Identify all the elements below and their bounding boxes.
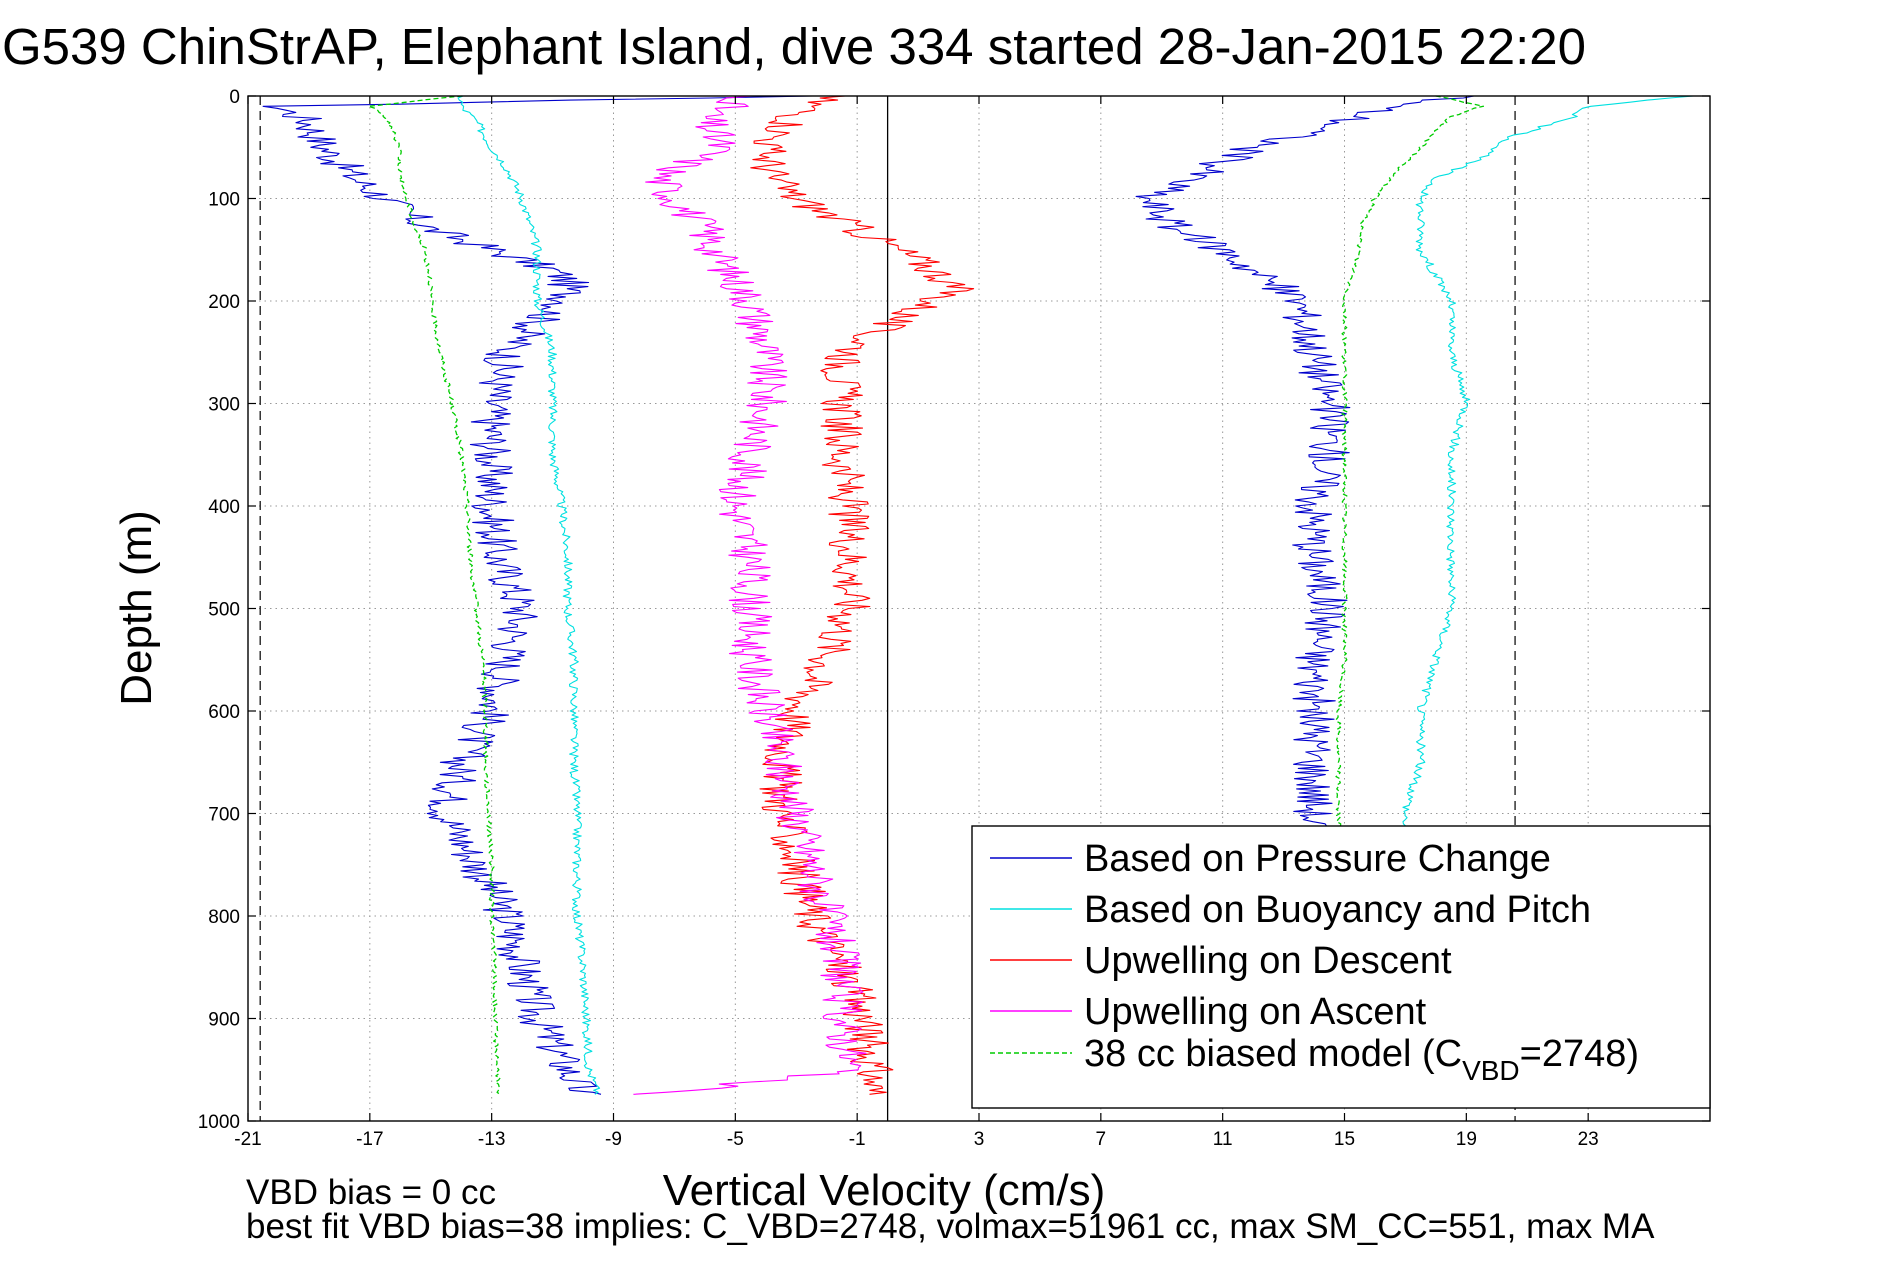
legend-box (971, 825, 1711, 1109)
legend-label: Based on Buoyancy and Pitch (1084, 889, 1591, 931)
y-tick-label: 100 (208, 190, 240, 211)
y-tick-label: 700 (208, 805, 240, 826)
y-tick-label: 200 (208, 292, 240, 313)
y-tick-label: 300 (208, 395, 240, 416)
x-axis-label: Vertical Velocity (cm/s) (663, 1166, 1106, 1215)
reference-lines (259, 96, 1516, 1121)
legend-label: 38 cc biased model (CVBD=2748) (1084, 1033, 1639, 1086)
y-tick-label: 0 (229, 87, 240, 108)
y-tick-label: 900 (208, 1010, 240, 1031)
series-line (367, 95, 501, 1095)
series-3 (633, 95, 867, 1095)
series-line (633, 95, 867, 1095)
series-line (262, 95, 813, 1095)
series-line (750, 95, 975, 1095)
series-line (457, 95, 601, 1095)
y-tick-label: 600 (208, 702, 240, 723)
x-axis: -21 -17 -13 -9 -5 -1 3 7 11 15 19 23 (234, 96, 1599, 1150)
x-tick-label: -5 (727, 1129, 744, 1150)
x-tick-label: 19 (1456, 1129, 1477, 1150)
legend: Based on Pressure Change Based on Buoyanc… (971, 825, 1711, 1109)
y-tick-label: 1000 (198, 1112, 240, 1133)
y-axis: 0 100 200 300 400 500 600 700 800 900 1000 (198, 87, 1710, 1133)
x-tick-label: -21 (234, 1129, 261, 1150)
x-tick-label: 23 (1578, 1129, 1599, 1150)
y-axis-label: Depth (m) (112, 510, 161, 706)
x-tick-label: 15 (1334, 1129, 1355, 1150)
series-1 (457, 95, 601, 1095)
x-tick-label: -13 (478, 1129, 505, 1150)
x-tick-label: 3 (974, 1129, 985, 1150)
series-group (262, 95, 1694, 1095)
legend-label: Upwelling on Descent (1084, 940, 1452, 982)
x-tick-label: -1 (849, 1129, 866, 1150)
legend-label: Upwelling on Ascent (1084, 991, 1427, 1033)
series-line (1402, 95, 1694, 835)
y-tick-label: 400 (208, 497, 240, 518)
x-tick-label: 7 (1096, 1129, 1107, 1150)
footer-line-1: VBD bias = 0 cc (246, 1173, 496, 1212)
series-0 (262, 95, 813, 1095)
y-tick-label: 800 (208, 907, 240, 928)
x-tick-label: -9 (605, 1129, 622, 1150)
series-line (1335, 95, 1485, 835)
legend-label: Based on Pressure Change (1084, 838, 1551, 880)
chart-title: G539 ChinStrAP, Elephant Island, dive 33… (2, 18, 1586, 75)
series-5 (1402, 95, 1694, 835)
footer-line-2: best fit VBD bias=38 implies: C_VBD=2748… (246, 1207, 1655, 1246)
series-7 (1335, 95, 1485, 835)
x-tick-label: 11 (1213, 1129, 1233, 1150)
series-4 (1135, 95, 1475, 835)
y-tick-label: 500 (208, 600, 240, 621)
series-2 (750, 95, 975, 1095)
series-line (1135, 95, 1475, 835)
series-6 (367, 95, 501, 1095)
x-tick-label: -17 (356, 1129, 383, 1150)
